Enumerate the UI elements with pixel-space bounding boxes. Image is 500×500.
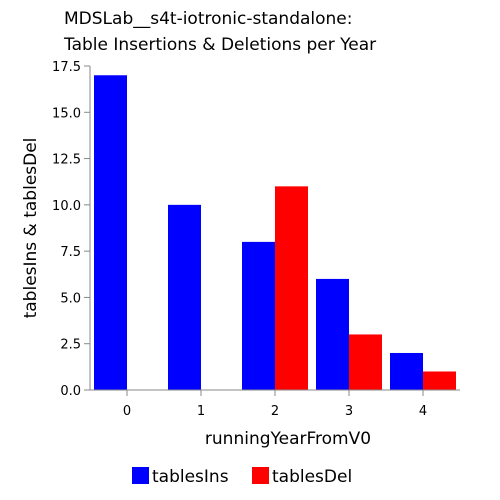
bar-tablesIns-4: [390, 352, 423, 390]
y-tick-label: 2.5: [60, 338, 81, 353]
y-axis-label: tablesIns & tablesDel: [21, 138, 41, 319]
y-tick-label: 0.0: [60, 384, 81, 399]
bar-tablesIns-3: [316, 278, 349, 390]
x-tick-label: 1: [197, 404, 205, 419]
legend-swatch-tablesDel: [252, 467, 269, 484]
y-tick-label: 17.5: [52, 60, 81, 75]
y-tick-label: 5.0: [60, 291, 81, 306]
y-tick-label: 7.5: [60, 245, 81, 260]
y-tick-label: 15.0: [52, 106, 81, 121]
bar-tablesDel-3: [349, 334, 382, 390]
y-tick-label: 10.0: [52, 199, 81, 214]
x-tick-label: 0: [123, 404, 131, 419]
x-tick-label: 2: [271, 404, 279, 419]
legend: tablesIns tablesDel: [132, 467, 352, 487]
bar-tablesDel-2: [275, 186, 308, 390]
x-axis-label: runningYearFromV0: [205, 429, 371, 449]
x-tick-label: 3: [345, 404, 353, 419]
legend-label-tablesDel: tablesDel: [272, 467, 352, 487]
plot-area: 0.0 2.5 5.0 7.5 10.0 12.5 15.0 17.5 0 1 2 3 4: [52, 60, 456, 419]
bar-tablesIns-2: [242, 241, 275, 390]
bar-tablesIns-0: [94, 75, 127, 390]
bar-tablesDel-4: [423, 371, 456, 390]
chart-title-line-1: MDSLab__s4t-iotronic-standalone:: [64, 9, 353, 29]
y-tick-label: 12.5: [52, 153, 81, 168]
legend-swatch-tablesIns: [132, 467, 149, 484]
x-tick-label: 4: [419, 404, 427, 419]
chart-title-line-2: Table Insertions & Deletions per Year: [63, 35, 376, 55]
legend-label-tablesIns: tablesIns: [152, 467, 229, 487]
bar-tablesIns-1: [168, 204, 201, 390]
